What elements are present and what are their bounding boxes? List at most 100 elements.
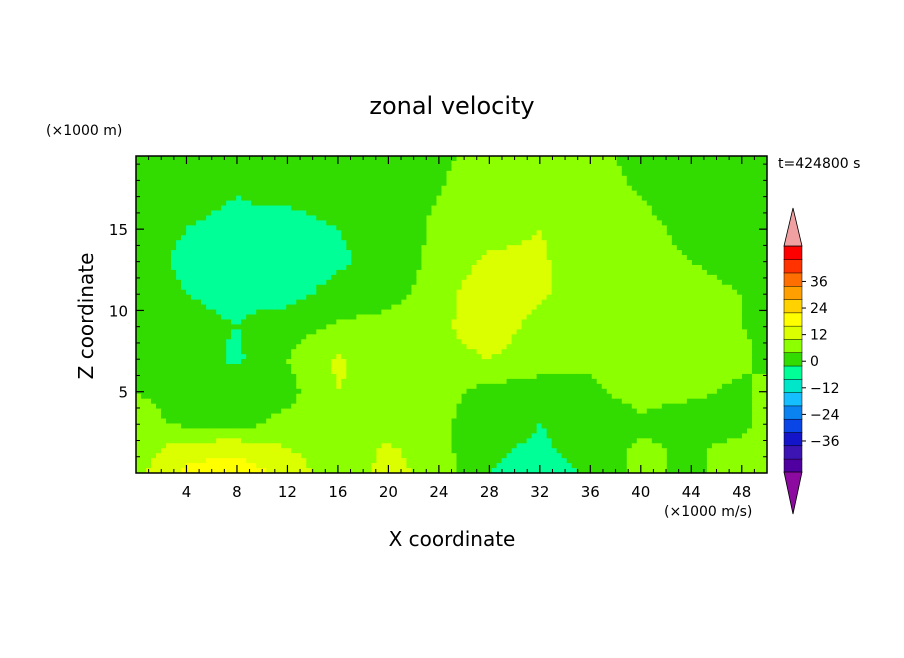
contour-cell	[421, 185, 428, 192]
contour-cell	[136, 235, 142, 241]
contour-cell	[691, 304, 698, 311]
contour-cell	[286, 195, 292, 202]
contour-cell	[261, 230, 267, 236]
contour-cell	[666, 255, 673, 261]
contour-cell	[471, 344, 478, 350]
contour-cell	[546, 180, 553, 187]
contour-cell	[331, 294, 337, 301]
contour-cell	[626, 245, 633, 251]
contour-cell	[741, 269, 748, 276]
contour-cell	[491, 225, 498, 231]
contour-cell	[196, 230, 202, 236]
contour-cell	[166, 269, 172, 276]
contour-cell	[191, 304, 197, 311]
contour-cell	[341, 349, 347, 355]
contour-cell	[136, 289, 142, 296]
contour-cell	[296, 215, 302, 221]
contour-cell	[516, 279, 523, 286]
contour-cell	[726, 245, 733, 251]
contour-cell	[686, 195, 693, 202]
contour-cell	[696, 200, 703, 207]
contour-cell	[441, 334, 448, 340]
contour-cell	[751, 250, 758, 256]
contour-cell	[676, 304, 683, 311]
contour-cell	[746, 165, 753, 172]
contour-cell	[431, 255, 438, 261]
contour-cell	[511, 180, 518, 187]
contour-cell	[511, 324, 518, 330]
contour-cell	[151, 156, 157, 162]
contour-cell	[391, 284, 398, 291]
contour-cell	[571, 294, 578, 301]
contour-cell	[411, 245, 418, 251]
contour-cell	[146, 339, 152, 345]
contour-cell	[251, 220, 257, 226]
contour-cell	[501, 269, 508, 276]
contour-cell	[526, 304, 533, 311]
contour-cell	[736, 304, 743, 311]
contour-cell	[196, 319, 202, 325]
contour-cell	[391, 230, 398, 236]
contour-cell	[466, 225, 473, 231]
contour-cell	[701, 304, 708, 311]
contour-cell	[431, 314, 438, 321]
contour-cell	[351, 344, 357, 350]
contour-cell	[456, 264, 463, 271]
contour-cell	[351, 185, 357, 192]
contour-cell	[581, 329, 588, 335]
contour-cell	[231, 156, 237, 162]
contour-cell	[341, 279, 347, 286]
contour-cell	[511, 304, 518, 311]
contour-cell	[331, 235, 337, 241]
contour-cell	[746, 304, 753, 311]
contour-cell	[231, 165, 237, 172]
contour-cell	[576, 245, 583, 251]
contour-cell	[311, 329, 317, 335]
contour-cell	[631, 264, 638, 271]
contour-cell	[496, 195, 503, 202]
contour-cell	[251, 235, 257, 241]
contour-cell	[136, 195, 142, 202]
contour-cell	[486, 230, 493, 236]
contour-cell	[701, 329, 708, 335]
contour-cell	[341, 264, 347, 271]
contour-cell	[226, 245, 232, 251]
contour-cell	[236, 329, 242, 335]
contour-cell	[341, 304, 347, 311]
contour-cell	[541, 215, 548, 221]
contour-cell	[521, 220, 528, 226]
contour-cell	[421, 245, 428, 251]
contour-cell	[196, 200, 202, 207]
contour-cell	[616, 230, 623, 236]
contour-cell	[186, 349, 192, 355]
contour-cell	[696, 205, 703, 212]
contour-cell	[281, 230, 287, 236]
contour-cell	[601, 165, 608, 172]
contour-cell	[276, 255, 282, 261]
contour-cell	[471, 195, 478, 202]
contour-cell	[636, 185, 643, 192]
contour-cell	[481, 344, 488, 350]
contour-cell	[216, 165, 222, 172]
contour-cell	[226, 220, 232, 226]
contour-cell	[186, 250, 192, 256]
contour-cell	[486, 185, 493, 192]
contour-cell	[431, 240, 438, 246]
contour-cell	[551, 314, 558, 321]
contour-cell	[746, 245, 753, 251]
contour-cell	[236, 284, 242, 291]
contour-cell	[446, 175, 453, 182]
contour-cell	[136, 245, 142, 251]
contour-cell	[411, 319, 418, 325]
contour-cell	[621, 165, 628, 172]
contour-cell	[706, 205, 713, 212]
contour-cell	[136, 269, 142, 276]
contour-cell	[506, 250, 513, 256]
contour-cell	[611, 230, 618, 236]
contour-cell	[511, 309, 518, 316]
contour-cell	[141, 225, 147, 231]
contour-cell	[446, 304, 453, 311]
contour-cell	[396, 299, 403, 306]
contour-cell	[341, 160, 347, 167]
contour-cell	[301, 220, 307, 226]
